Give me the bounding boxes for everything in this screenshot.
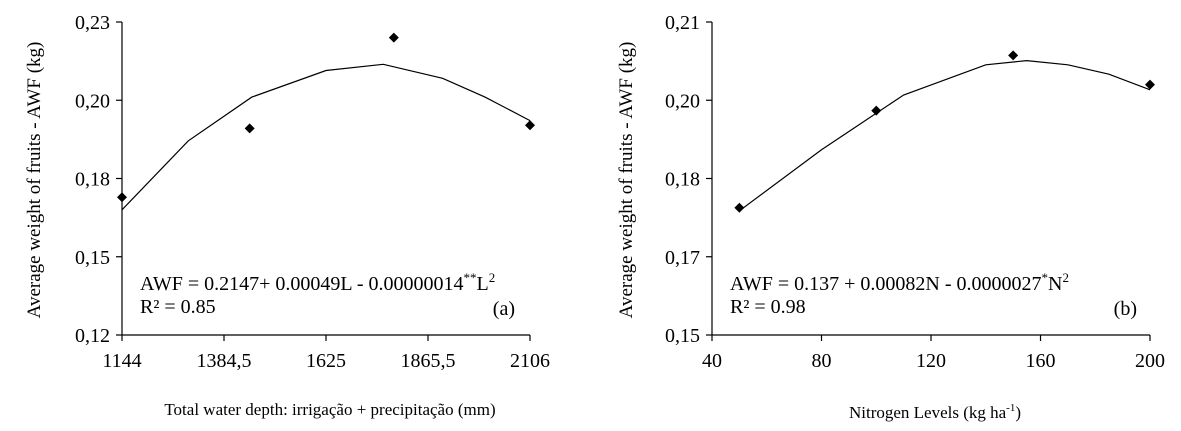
y-tick-label: 0,20 <box>75 90 110 112</box>
y-axis-title: Average weight of fruits - AWF (kg) <box>24 42 45 319</box>
x-tick-label: 1625 <box>306 350 346 372</box>
x-tick-label: 40 <box>702 350 722 372</box>
x-tick-label: 200 <box>1135 350 1165 372</box>
y-tick-label: 0,18 <box>665 169 700 191</box>
trend-curve <box>121 63 531 211</box>
data-point <box>734 202 745 213</box>
regression-equation: AWF = 0.2147+ 0.00049L - 0.00000014**L2 <box>140 270 495 295</box>
chart-panel-b: 0,15 0,17 0,18 0,20 0,21 40 80 120 160 200 AWF = 0… <box>616 12 1165 422</box>
data-point <box>1008 50 1019 61</box>
x-tick-label: 1865,5 <box>401 350 456 372</box>
x-axis-title: Nitrogen Levels (kg ha-1) <box>849 402 1021 422</box>
y-axis-title: Average weight of fruits - AWF (kg) <box>616 42 637 319</box>
panel-label: (a) <box>493 298 515 320</box>
y-tick-label: 0,12 <box>75 325 110 347</box>
regression-equation: AWF = 0.137 + 0.00082N - 0.0000027*N2 <box>730 270 1069 295</box>
data-point <box>244 123 255 134</box>
y-tick-label: 0,20 <box>665 90 700 112</box>
x-tick-label: 2106 <box>510 350 550 372</box>
data-point <box>1145 79 1155 90</box>
chart-panel-a: 0,12 0,15 0,18 0,20 0,23 1144 1384,5 1625 1865,5… <box>24 12 550 419</box>
y-tick-label: 0,23 <box>75 12 110 34</box>
x-tick-label: 1144 <box>102 350 141 372</box>
x-tick-label: 1384,5 <box>197 350 252 372</box>
x-axis-title: Total water depth: irrigação + precipita… <box>164 400 495 419</box>
r-squared-label: R² = 0.85 <box>140 296 216 318</box>
panel-label: (b) <box>1114 298 1137 320</box>
trend-curve <box>739 59 1151 212</box>
data-point <box>525 120 535 131</box>
data-point <box>117 192 127 203</box>
y-tick-label: 0,17 <box>665 247 700 269</box>
data-point <box>871 105 882 116</box>
x-tick-label: 80 <box>812 350 832 372</box>
x-tick-label: 120 <box>916 350 946 372</box>
y-tick-label: 0,18 <box>75 169 110 191</box>
y-tick-label: 0,15 <box>75 247 110 269</box>
y-tick-label: 0,21 <box>665 12 700 34</box>
y-tick-label: 0,15 <box>665 325 700 347</box>
r-squared-label: R² = 0.98 <box>730 296 806 318</box>
data-point <box>388 32 399 43</box>
x-tick-label: 160 <box>1026 350 1056 372</box>
